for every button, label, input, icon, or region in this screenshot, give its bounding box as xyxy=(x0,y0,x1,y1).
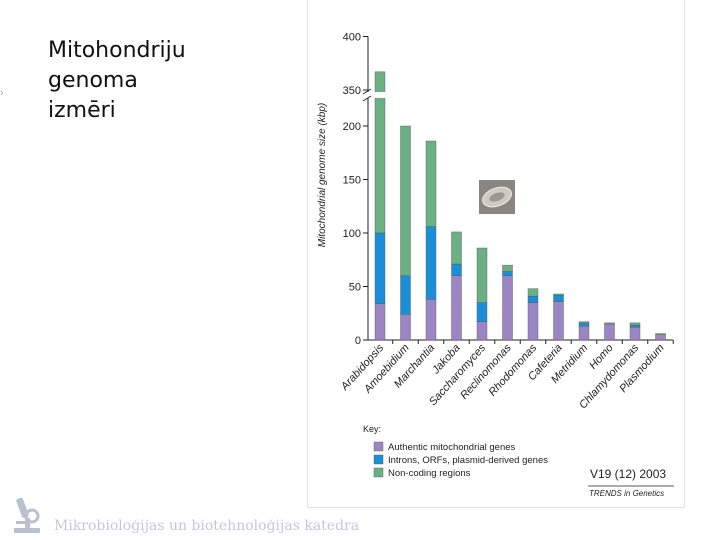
bar-segment xyxy=(553,293,564,296)
bar-segment xyxy=(476,321,488,341)
footer: Mikrobioloģijas un biotehnoloģijas kated… xyxy=(10,494,410,534)
bar-segment xyxy=(451,263,462,276)
y-tick-label: 350 xyxy=(343,85,361,97)
bar-segment xyxy=(629,326,641,341)
footer-text: Mikrobioloģijas un biotehnoloģijas kated… xyxy=(54,518,360,534)
bar-segment xyxy=(604,322,615,325)
bar-segment xyxy=(527,302,539,341)
cell-image-nucleus xyxy=(489,192,505,202)
bar-segment xyxy=(527,295,539,303)
bar-segment xyxy=(400,275,411,315)
y-tick-label: 50 xyxy=(349,282,361,294)
axis-break-mark xyxy=(362,88,372,95)
bar-segment xyxy=(527,288,539,297)
bar-segment xyxy=(502,264,513,272)
bar-segment xyxy=(451,231,462,265)
bar-segment xyxy=(502,271,513,276)
microscope-icon xyxy=(14,497,40,533)
bar-segment xyxy=(655,333,666,335)
bar-segment xyxy=(629,324,641,328)
y-tick-label: 0 xyxy=(355,335,361,347)
legend-label: Introns, ORFs, plasmid-derived genes xyxy=(388,455,548,466)
title-line: genoma xyxy=(48,68,138,93)
legend-swatch xyxy=(373,467,384,478)
legend-title: Key: xyxy=(363,424,381,434)
y-tick-label: 400 xyxy=(343,32,361,44)
bar-segment xyxy=(451,275,462,341)
bar-segment xyxy=(374,303,386,341)
bar-segment xyxy=(400,125,411,277)
bar-segment xyxy=(553,294,564,302)
legend-label: Non-coding regions xyxy=(388,468,471,479)
bar-segment xyxy=(374,71,386,234)
bar-segment xyxy=(655,334,666,341)
bar-segment xyxy=(578,325,590,341)
bar-segment xyxy=(374,232,386,304)
y-tick-label: 100 xyxy=(343,228,361,240)
axis-break-gap xyxy=(364,92,413,98)
bar-segment xyxy=(425,299,437,341)
y-axis-label: Mitochondrial genome size (kbp) xyxy=(317,103,328,248)
bar-segment xyxy=(604,323,615,341)
bar-segment xyxy=(578,322,590,327)
edge-mark: › xyxy=(0,88,4,99)
bar-segment xyxy=(629,322,641,326)
bar-segment xyxy=(425,226,437,300)
y-tick-label: 200 xyxy=(343,121,361,133)
bar-segment xyxy=(425,140,437,227)
slide-title: Mitohondriju genoma izmēri xyxy=(48,36,268,126)
bar-segment xyxy=(553,301,564,341)
legend-swatch xyxy=(373,454,384,465)
legend-swatch xyxy=(373,441,384,452)
bar-segment xyxy=(578,321,590,324)
title-line: izmēri xyxy=(48,98,116,123)
bar-segment xyxy=(476,302,488,323)
bar-segment xyxy=(400,314,411,341)
axis-break-mark xyxy=(362,95,372,102)
citation: V19 (12) 2003 xyxy=(590,467,666,481)
bar-segment xyxy=(476,247,488,303)
bar-segment xyxy=(502,275,513,341)
genome-size-chart: 0 50 100 150 200 350 400 Mitochondrial genome s… xyxy=(317,32,674,498)
legend-label: Authentic mitochondrial genes xyxy=(388,442,516,453)
title-line: Mitohondriju xyxy=(48,38,186,63)
y-tick-label: 150 xyxy=(343,175,361,187)
chart-figure: 0 50 100 150 200 350 400 Mitochondrial genome s… xyxy=(308,0,684,507)
source: TRENDS in Genetics xyxy=(589,489,664,498)
